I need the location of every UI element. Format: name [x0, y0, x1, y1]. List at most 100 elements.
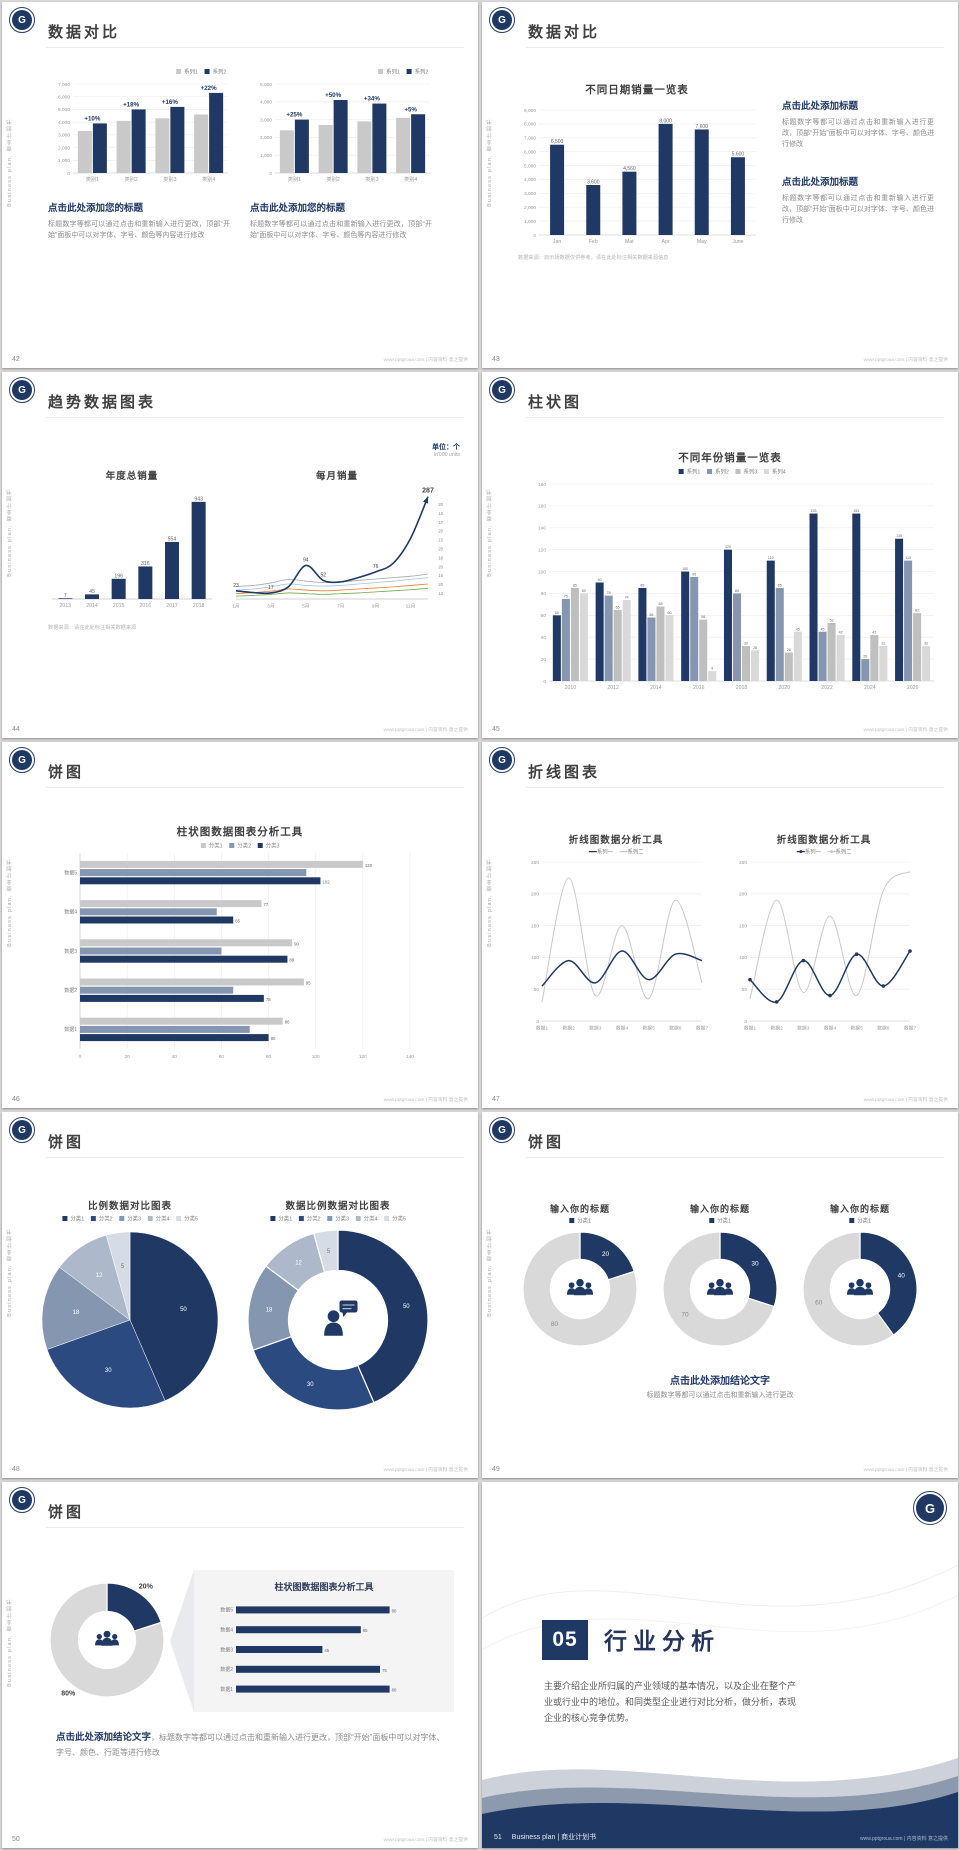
- svg-text:2018: 2018: [193, 603, 205, 609]
- page-number: 50: [12, 1836, 20, 1843]
- svg-text:120: 120: [538, 547, 546, 553]
- svg-text:20: 20: [438, 564, 443, 569]
- svg-text:80: 80: [392, 1608, 397, 1613]
- svg-text:943: 943: [194, 496, 203, 502]
- donut-chart-ratio: 20% 80%: [36, 1564, 178, 1716]
- svg-text:74: 74: [625, 596, 629, 600]
- logo-letter: G: [924, 1500, 936, 1516]
- svg-text:类别2: 类别2: [124, 175, 137, 183]
- title-rule: [46, 1527, 464, 1528]
- svg-text:287: 287: [422, 488, 434, 495]
- brand-logo-icon: G: [489, 1117, 515, 1143]
- svg-text:80: 80: [551, 1321, 559, 1328]
- svg-text:0: 0: [543, 679, 546, 685]
- svg-text:16: 16: [438, 573, 443, 578]
- svg-text:系列2: 系列2: [415, 68, 429, 76]
- svg-text:2026: 2026: [907, 685, 919, 691]
- svg-text:100: 100: [531, 955, 539, 961]
- slide-49: G Business plan, 商业计划书 饼图 输入你的标题 20 80 分类1…: [482, 1112, 958, 1478]
- svg-text:June: June: [732, 239, 743, 245]
- svg-text:50: 50: [180, 1307, 187, 1313]
- svg-text:6,000: 6,000: [524, 149, 536, 155]
- funnel-connector-shape: [170, 1570, 194, 1712]
- title-rule: [526, 787, 944, 788]
- svg-text:+22%: +22%: [201, 85, 217, 92]
- page-number: 43: [492, 356, 500, 363]
- title-rule: [526, 1157, 944, 1158]
- svg-text:5: 5: [327, 1249, 331, 1255]
- footer-label: Business plan | 商业计划书: [511, 1834, 597, 1841]
- chart-title: 年度总销量: [105, 471, 159, 482]
- slide-title: 柱状图: [528, 394, 583, 411]
- section-body: 主要介绍企业所归属的产业领域的基本情况，以及企业在整个产业或行业中的地位。和同类…: [544, 1681, 797, 1724]
- svg-text:分类4: 分类4: [156, 1215, 170, 1223]
- svg-text:12: 12: [295, 1260, 302, 1266]
- slide-title: 趋势数据图表: [48, 394, 157, 411]
- chart-title: 柱状图数据图表分析工具: [176, 826, 304, 838]
- svg-text:2014: 2014: [86, 603, 98, 609]
- conclusion-rest: ，标题数字等都可以通过点击和重新输入进行更改，顶部“开始”面板中可以对字体、字号…: [56, 1733, 445, 1758]
- side-label: Business plan, 商业计划书: [7, 858, 13, 947]
- svg-text:0: 0: [79, 1054, 82, 1060]
- monthly-sales-line-chart: 1月 3月 5月 7月 9月 11月 23 17 94 52 76 287 20 18 17 20 15 20 18…: [228, 482, 446, 610]
- footer-text: www.pptgroua.com | 内容资料 意之提供: [863, 728, 948, 733]
- column-chart-sales-by-date: 0 1,000 2,000 3,000 4,000 5,000 6,000 7,000 8,00…: [514, 96, 762, 246]
- svg-text:数据4: 数据4: [64, 909, 77, 916]
- svg-text:150: 150: [739, 923, 747, 929]
- svg-text:4,560: 4,560: [623, 166, 636, 172]
- svg-text:20: 20: [863, 655, 867, 659]
- svg-text:5,000: 5,000: [524, 163, 536, 169]
- svg-text:20: 20: [438, 502, 443, 507]
- svg-text:160: 160: [538, 504, 546, 510]
- svg-text:15: 15: [438, 538, 443, 543]
- svg-text:+10%: +10%: [84, 115, 100, 122]
- svg-text:5,000: 5,000: [260, 82, 272, 88]
- svg-text:类别1: 类别1: [86, 175, 99, 183]
- data-source-note: 数据来源：启示场数据仅供参考，请在此处标注相关数据来源信息: [518, 255, 669, 261]
- svg-text:系列2: 系列2: [213, 68, 227, 76]
- svg-text:2016: 2016: [140, 603, 152, 609]
- unit-label: 单位：个: [432, 444, 460, 451]
- chart-title: 每月销量: [315, 471, 358, 482]
- block-body: 标题数字等都可以通过点击和重新输入进行更改，顶部“开始”面板中可以对字体、字号、…: [782, 119, 934, 149]
- svg-text:2010: 2010: [565, 685, 577, 691]
- svg-text:类别3: 类别3: [365, 175, 378, 183]
- svg-text:102: 102: [322, 879, 330, 884]
- svg-text:1,000: 1,000: [58, 158, 70, 164]
- title-rule: [46, 1157, 464, 1158]
- side-label: Business plan, 商业计划书: [7, 1228, 13, 1317]
- svg-text:9月: 9月: [372, 604, 379, 610]
- svg-text:316: 316: [141, 561, 150, 567]
- footer-text: www.pptgroua.com | 内容资料 意之提供: [860, 1836, 948, 1842]
- text-block: 点击此处添加您的标题 标题数字等都可以通过点击和重新输入进行更改，顶部“开始”面…: [48, 200, 230, 241]
- svg-text:20%: 20%: [139, 1584, 154, 1591]
- donut-chart-2: 30 70 分类1: [656, 1216, 784, 1350]
- svg-text:1,000: 1,000: [260, 153, 272, 159]
- svg-text:数据1: 数据1: [744, 1025, 757, 1032]
- logo-letter: G: [18, 754, 26, 766]
- svg-text:86: 86: [285, 1020, 290, 1025]
- svg-text:7,600: 7,600: [695, 124, 708, 130]
- donut-chart-1: 20 80 分类1: [516, 1216, 644, 1350]
- chart-title: 折线图数据分析工具: [568, 835, 664, 846]
- conclusion-strong: 点击此处添加结论文字: [56, 1732, 152, 1743]
- svg-text:2015: 2015: [113, 603, 125, 609]
- svg-text:32: 32: [924, 641, 928, 645]
- svg-text:5,000: 5,000: [58, 107, 70, 113]
- svg-text:系列2: 系列2: [715, 468, 729, 476]
- svg-text:85: 85: [573, 583, 577, 587]
- svg-text:0: 0: [533, 233, 536, 239]
- title-rule: [526, 47, 944, 48]
- brand-logo-icon: G: [913, 1491, 947, 1525]
- brand-logo-icon: G: [489, 7, 515, 33]
- svg-text:94: 94: [303, 557, 309, 563]
- brand-logo-icon: G: [9, 1487, 35, 1513]
- svg-text:数据3: 数据3: [220, 1646, 233, 1653]
- svg-text:20: 20: [124, 1054, 130, 1060]
- svg-text:6,000: 6,000: [58, 95, 70, 101]
- brand-logo-icon: G: [9, 7, 35, 33]
- svg-text:5,600: 5,600: [732, 152, 745, 158]
- svg-text:5月: 5月: [302, 604, 309, 610]
- footer-text: www.pptgroua.com | 内容资料 意之提供: [383, 358, 468, 363]
- svg-text:2012: 2012: [607, 685, 619, 691]
